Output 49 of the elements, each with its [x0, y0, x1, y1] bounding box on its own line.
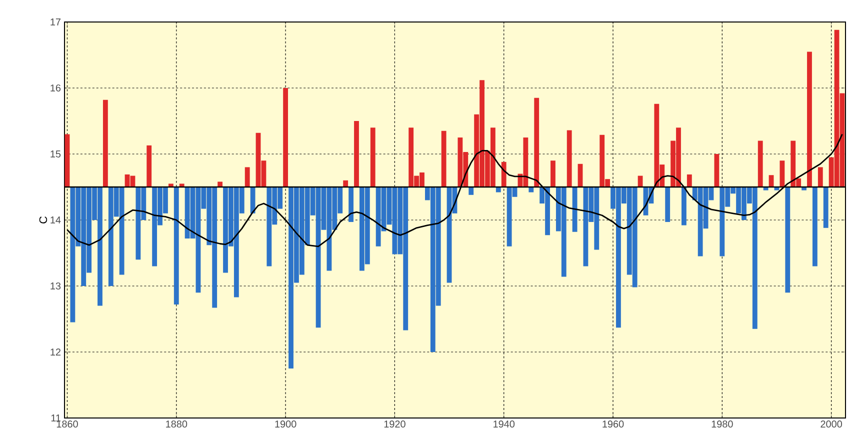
bar	[785, 186, 790, 293]
bar	[283, 88, 288, 187]
bar	[534, 98, 540, 187]
bar	[818, 167, 823, 187]
x-tick-label: 1980	[712, 420, 733, 428]
x-tick-label: 1880	[166, 420, 188, 428]
y-tick-label: 16	[50, 84, 61, 92]
bar	[343, 180, 348, 187]
y-tick-label: 11	[51, 414, 61, 422]
bar	[64, 134, 70, 187]
x-tick-label: 1860	[56, 420, 78, 428]
y-tick-label: 12	[50, 348, 60, 356]
x-tick-label: 1900	[275, 420, 296, 428]
bar	[714, 154, 720, 187]
y-tick-label: 14	[50, 216, 61, 224]
bar	[807, 52, 812, 187]
bar	[823, 186, 828, 228]
bar	[348, 186, 354, 222]
bar	[102, 100, 108, 187]
bar	[218, 182, 223, 187]
bar	[441, 130, 446, 187]
bar	[250, 186, 256, 214]
bar	[244, 167, 250, 187]
bar	[682, 186, 686, 226]
bar	[501, 162, 506, 187]
bar	[468, 186, 474, 195]
x-tick-label: 2000	[820, 420, 842, 428]
bar	[550, 160, 556, 187]
x-tick-label: 1940	[494, 420, 515, 428]
bar	[354, 120, 359, 187]
y-tick-label: 17	[50, 18, 60, 26]
bar	[174, 186, 179, 304]
x-tick-label: 1960	[602, 420, 624, 428]
y-tick-label: 13	[50, 282, 61, 290]
bar	[566, 130, 572, 187]
bar	[665, 186, 670, 222]
bar	[780, 160, 785, 187]
bar	[686, 174, 692, 187]
bar	[370, 128, 376, 187]
bar	[146, 145, 152, 187]
x-tick-label: 1920	[384, 420, 406, 428]
y-axis-title: C	[39, 216, 48, 224]
bar	[528, 186, 534, 192]
bar	[572, 186, 578, 232]
bar	[638, 176, 643, 187]
bar	[812, 186, 818, 266]
bar	[758, 140, 763, 187]
bar	[496, 186, 501, 192]
y-tick-label: 15	[50, 150, 61, 158]
